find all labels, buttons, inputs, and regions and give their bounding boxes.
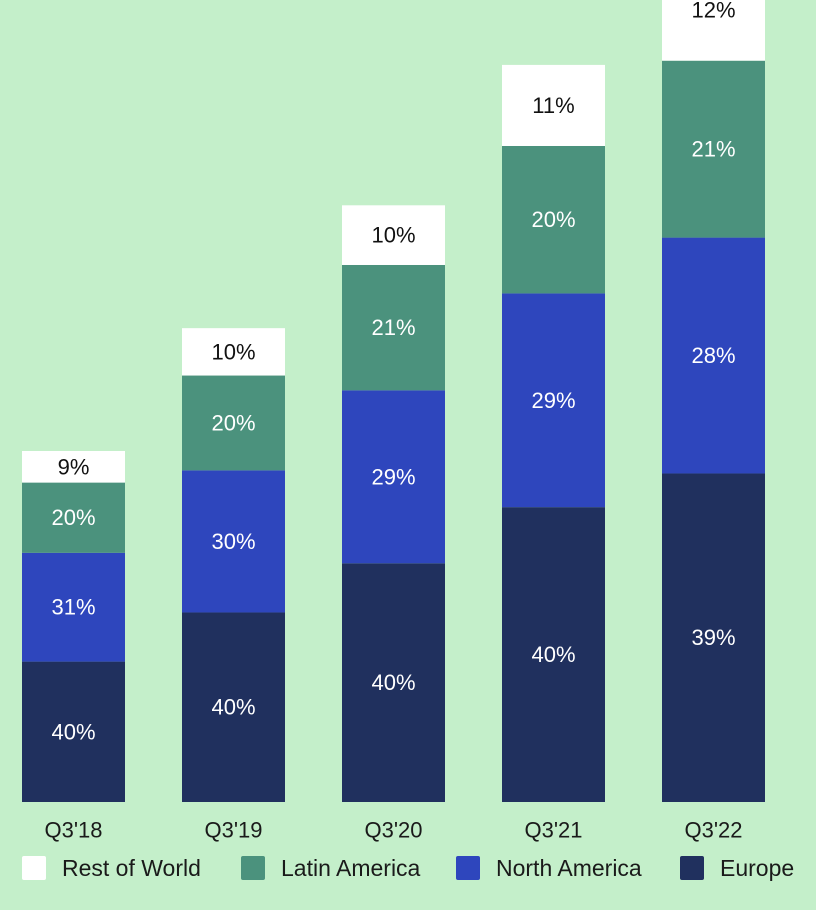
value-label-rest-of-world-q3-18: 9% — [58, 454, 90, 479]
bar-segment-north-america-q3-20 — [342, 390, 445, 564]
bar-segment-rest-of-world-q3-18 — [22, 451, 125, 483]
bar-segment-rest-of-world-q3-19 — [182, 328, 285, 376]
value-label-europe-q3-21: 40% — [531, 642, 575, 667]
legend-item-north-america: North America — [456, 853, 642, 883]
bar-segment-europe-q3-20 — [342, 563, 445, 802]
legend-swatch-north-america — [456, 856, 480, 880]
value-label-latin-america-q3-20: 21% — [371, 315, 415, 340]
value-label-rest-of-world-q3-22: 12% — [691, 0, 735, 23]
bar-segment-europe-q3-19 — [182, 612, 285, 802]
legend-label-latin-america: Latin America — [281, 854, 421, 881]
bar-segment-europe-q3-18 — [22, 661, 125, 802]
value-label-europe-q3-19: 40% — [211, 695, 255, 720]
legend-swatch-rest-of-world — [22, 856, 46, 880]
bar-segment-north-america-q3-21 — [502, 293, 605, 508]
bars-layer — [22, 0, 765, 802]
bar-segment-north-america-q3-18 — [22, 552, 125, 662]
value-label-latin-america-q3-19: 20% — [211, 410, 255, 435]
value-label-latin-america-q3-21: 20% — [531, 207, 575, 232]
value-label-rest-of-world-q3-20: 10% — [371, 223, 415, 248]
category-label-q3-21: Q3'21 — [524, 818, 582, 843]
value-label-north-america-q3-18: 31% — [51, 595, 95, 620]
legend-label-north-america: North America — [496, 854, 642, 881]
bar-segment-rest-of-world-q3-22 — [662, 0, 765, 61]
legend-item-europe: Europe — [680, 853, 794, 883]
legend-label-rest-of-world: Rest of World — [62, 854, 201, 881]
stacked-bar-chart: 40% 31% 20% 9% 40% 30% 20% 10% 40% 29% 21% 10% 40% 29… — [22, 0, 765, 843]
value-label-europe-q3-22: 39% — [691, 625, 735, 650]
category-label-q3-22: Q3'22 — [684, 818, 742, 843]
value-labels-layer: 40% 31% 20% 9% 40% 30% 20% 10% 40% 29% 21% 10% 40% 29… — [51, 0, 735, 744]
value-label-north-america-q3-22: 28% — [691, 343, 735, 368]
value-label-rest-of-world-q3-19: 10% — [211, 339, 255, 364]
value-label-north-america-q3-21: 29% — [531, 388, 575, 413]
category-label-q3-20: Q3'20 — [364, 818, 422, 843]
category-label-q3-18: Q3'18 — [44, 818, 102, 843]
legend-label-europe: Europe — [720, 854, 795, 881]
bar-segment-latin-america-q3-19 — [182, 375, 285, 471]
chart-legend: Rest of World Latin America North Americ… — [0, 853, 816, 883]
value-label-rest-of-world-q3-21: 11% — [532, 93, 574, 118]
legend-swatch-europe — [680, 856, 704, 880]
value-label-europe-q3-18: 40% — [51, 719, 95, 744]
value-label-north-america-q3-19: 30% — [211, 529, 255, 554]
value-label-latin-america-q3-18: 20% — [51, 505, 95, 530]
value-label-north-america-q3-20: 29% — [371, 464, 415, 489]
category-labels-layer: Q3'18 Q3'19 Q3'20 Q3'21 Q3'22 — [44, 818, 742, 843]
bar-segment-latin-america-q3-18 — [22, 482, 125, 553]
bar-segment-rest-of-world-q3-21 — [502, 64, 605, 146]
bar-segment-rest-of-world-q3-20 — [342, 205, 445, 265]
value-label-europe-q3-20: 40% — [371, 670, 415, 695]
legend-item-rest-of-world: Rest of World — [22, 853, 201, 883]
bar-segment-north-america-q3-22 — [662, 237, 765, 474]
bar-segment-latin-america-q3-22 — [662, 60, 765, 238]
category-label-q3-19: Q3'19 — [204, 818, 262, 843]
bar-segment-latin-america-q3-20 — [342, 264, 445, 391]
legend-item-latin-america: Latin America — [241, 853, 420, 883]
bar-segment-europe-q3-21 — [502, 507, 605, 802]
legend-swatch-latin-america — [241, 856, 265, 880]
value-label-latin-america-q3-22: 21% — [691, 137, 735, 162]
bar-segment-latin-america-q3-21 — [502, 145, 605, 294]
bar-segment-north-america-q3-19 — [182, 470, 285, 613]
bar-segment-europe-q3-22 — [662, 473, 765, 802]
